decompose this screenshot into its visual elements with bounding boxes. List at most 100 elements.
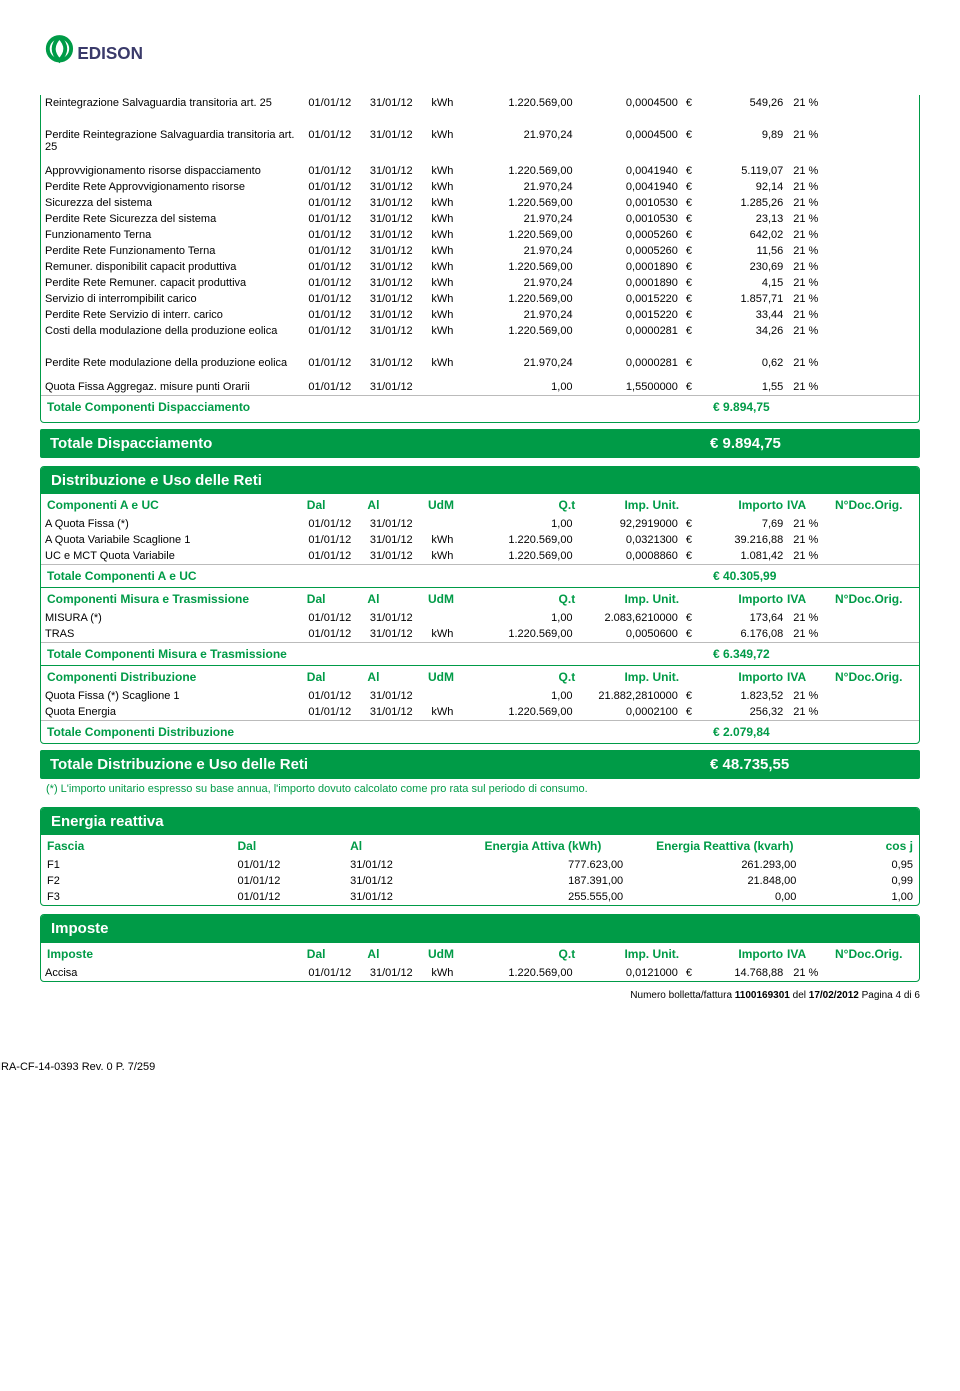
cell-desc: Servizio di interrompibilit carico (41, 291, 304, 307)
cell-desc: Approvvigionamento risorse dispacciament… (41, 163, 304, 179)
cell-doc (840, 548, 919, 564)
cell-eur: € (682, 195, 700, 211)
tot-comp-disp-value: € 9.894,75 (713, 400, 913, 414)
dist-sub-total: Totale Componenti A e UC€ 40.305,99 (41, 564, 919, 587)
cell-imp: 0,0041940 (577, 163, 682, 179)
cell-qt: 1.220.569,00 (471, 532, 576, 548)
cell-importo: 9,89 (699, 127, 787, 155)
cell-al: 31/01/12 (366, 195, 427, 211)
cell-imp: 0,0001890 (577, 275, 682, 291)
cell-al: 31/01/12 (366, 379, 427, 395)
cell-udm: kWh (427, 163, 471, 179)
cell-qt: 1,00 (471, 610, 576, 626)
cell-desc: Sicurezza del sistema (41, 195, 304, 211)
table-row: UC e MCT Quota Variabile01/01/1231/01/12… (41, 548, 919, 564)
cell-imp: 0,0000281 (577, 323, 682, 339)
cell-qt: 1,00 (471, 516, 576, 532)
cell-eur: € (682, 179, 700, 195)
cell-eur: € (682, 275, 700, 291)
cell-eur: € (682, 704, 700, 720)
cell-eur: € (682, 355, 700, 371)
cell-dal: 01/01/12 (304, 163, 365, 179)
cell-dal: 01/01/12 (304, 259, 365, 275)
cell-imp: 0,0015220 (577, 307, 682, 323)
cell-doc (840, 211, 919, 227)
cell-udm: kWh (427, 965, 471, 981)
cell-iva: 21 % (787, 355, 840, 371)
cell-eur: € (682, 127, 700, 155)
cell-desc: Perdite Rete Funzionamento Terna (41, 243, 304, 259)
cell-importo: 92,14 (699, 179, 787, 195)
reactive-row: F301/01/1231/01/12255.555,000,001,00 (41, 889, 919, 905)
cell-doc (840, 610, 919, 626)
cell-importo: 14.768,88 (699, 965, 787, 981)
cell-imp: 0,0005260 (577, 243, 682, 259)
cell-desc: Reintegrazione Salvaguardia transitoria … (41, 95, 304, 111)
cell-iva: 21 % (787, 179, 840, 195)
cell-desc: Perdite Rete Approvvigionamento risorse (41, 179, 304, 195)
hdr-dal: Dal (238, 839, 351, 853)
cell-dal: 01/01/12 (304, 516, 365, 532)
cell-qt: 1.220.569,00 (471, 626, 576, 642)
page-footer: Numero bolletta/fattura 1100169301 del 1… (40, 990, 920, 1001)
cell-udm: kWh (427, 179, 471, 195)
cell-doc (840, 688, 919, 704)
table-row: Perdite Rete Servizio di interr. carico0… (41, 307, 919, 323)
cell-doc (840, 291, 919, 307)
cell-udm: kWh (427, 355, 471, 371)
cell-importo: 23,13 (699, 211, 787, 227)
cell-doc (840, 163, 919, 179)
cell-imp: 0,0041940 (577, 179, 682, 195)
cell-al: 31/01/12 (366, 355, 427, 371)
cell-udm: kWh (427, 275, 471, 291)
cell-iva: 21 % (787, 127, 840, 155)
cell-doc (840, 516, 919, 532)
hdr-cos: cos j (826, 839, 913, 853)
reactive-row: F201/01/1231/01/12187.391,0021.848,000,9… (41, 873, 919, 889)
reattiva-header-row: Fascia Dal Al Energia Attiva (kWh) Energ… (41, 835, 919, 857)
cell-doc (840, 275, 919, 291)
table-row: Perdite Rete Sicurezza del sistema01/01/… (41, 211, 919, 227)
cell-udm: kWh (427, 211, 471, 227)
imposte-sub-header: Imposte Dal Al UdM Q.t Imp. Unit. Import… (41, 942, 919, 965)
cell-udm: kWh (427, 532, 471, 548)
cell-udm: kWh (427, 704, 471, 720)
cell-importo: 1.823,52 (699, 688, 787, 704)
cell-imp: 92,2919000 (577, 516, 682, 532)
cell-desc: Perdite Rete Remuner. capacit produttiva (41, 275, 304, 291)
hdr-reattiva: Energia Reattiva (kvarh) (653, 839, 826, 853)
cell-desc: A Quota Variabile Scaglione 1 (41, 532, 304, 548)
cell-qt: 21.970,24 (471, 275, 576, 291)
cell-al: 31/01/12 (366, 163, 427, 179)
dist-sub-header: Componenti Misura e TrasmissioneDalAlUdM… (41, 587, 919, 610)
cell-eur: € (682, 626, 700, 642)
cell-iva: 21 % (787, 323, 840, 339)
cell-al: 31/01/12 (366, 548, 427, 564)
bottom-reference: CIRA-CF-14-0393 Rev. 0 P. 7/259 (0, 1061, 960, 1073)
cell-imp: 0,0002100 (577, 704, 682, 720)
cell-importo: 6.176,08 (699, 626, 787, 642)
cell-doc (840, 323, 919, 339)
cell-eur: € (682, 965, 700, 981)
cell-dal: 01/01/12 (304, 307, 365, 323)
cell-importo: 256,32 (699, 704, 787, 720)
cell-al: 31/01/12 (366, 965, 427, 981)
cell-desc: Perdite Rete Sicurezza del sistema (41, 211, 304, 227)
tot-dist-value: € 48.735,55 (710, 756, 910, 773)
cell-desc: Accisa (41, 965, 304, 981)
table-row: Sicurezza del sistema01/01/1231/01/12kWh… (41, 195, 919, 211)
cell-qt: 21.970,24 (471, 307, 576, 323)
cell-iva: 21 % (787, 259, 840, 275)
cell-qt: 1.220.569,00 (471, 195, 576, 211)
cell-imp: 0,0015220 (577, 291, 682, 307)
cell-udm: kWh (427, 127, 471, 155)
cell-dal: 01/01/12 (304, 95, 365, 111)
cell-al: 31/01/12 (366, 626, 427, 642)
cell-doc (840, 626, 919, 642)
cell-imp: 0,0000281 (577, 355, 682, 371)
cell-dal: 01/01/12 (304, 688, 365, 704)
cell-eur: € (682, 548, 700, 564)
reactive-row: F101/01/1231/01/12777.623,00261.293,000,… (41, 857, 919, 873)
cell-eur: € (682, 307, 700, 323)
distribuzione-section: Distribuzione e Uso delle Reti Component… (40, 466, 920, 744)
